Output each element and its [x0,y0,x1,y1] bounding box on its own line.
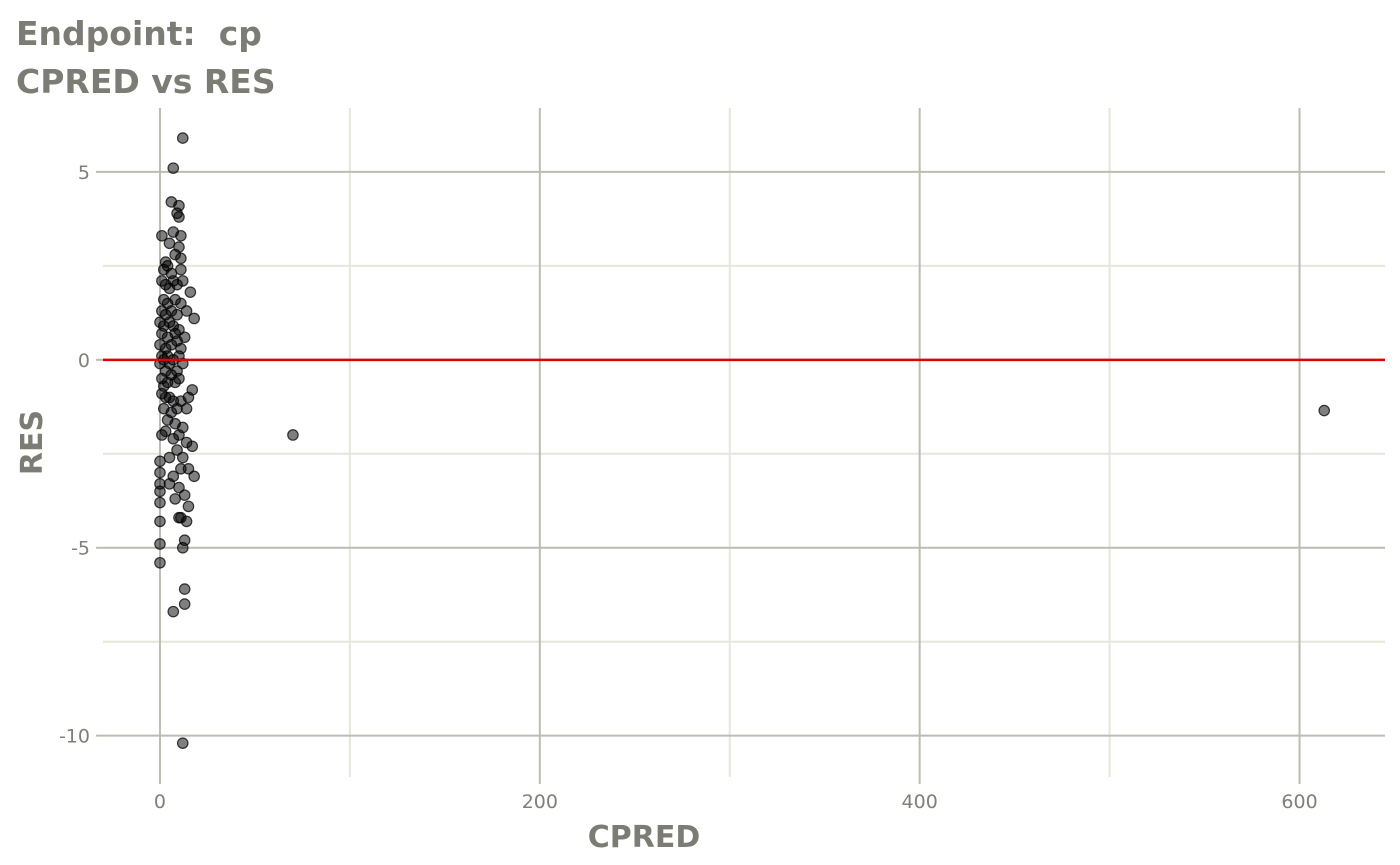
data-point [171,207,183,220]
y-tick-label: 5 [78,162,90,184]
x-axis-ticks: 0 200 400 600 [154,777,1318,813]
data-point [156,429,168,441]
data-point [154,485,166,498]
data-point [169,493,181,505]
data-point [176,737,189,749]
y-axis-ticks: -10 -5 0 5 [59,162,103,748]
data-point [154,455,166,468]
data-point [167,432,180,445]
x-tick-label: 400 [902,791,938,813]
data-point [173,372,185,385]
data-point [176,451,189,464]
x-tick-label: 0 [154,791,166,813]
data-point [180,402,193,415]
data-point [186,440,199,453]
y-axis-title: RES [15,410,50,475]
data-point [188,470,200,483]
chart-title: Endpoint: cp [16,14,262,53]
data-point [180,515,193,528]
data-point [176,541,189,554]
y-tick-label: 0 [78,350,90,372]
data-point [182,500,195,513]
data-point [175,252,187,265]
data-points [154,132,1331,749]
minor-gridlines [103,108,1385,777]
data-point [178,583,191,595]
data-point [175,263,187,276]
data-point [182,391,195,404]
data-point [156,229,168,242]
data-point [163,478,176,490]
data-point [154,515,166,528]
major-gridlines [103,108,1385,777]
y-tick-label: -5 [71,538,90,560]
data-point [167,605,180,618]
chart-subtitle: CPRED vs RES [16,62,276,101]
data-point [176,132,189,144]
x-axis-title: CPRED [588,820,701,855]
data-point [178,489,191,501]
data-point [180,305,193,317]
data-point [154,466,166,479]
data-point [154,538,166,550]
data-point [176,275,189,287]
data-point [167,226,180,238]
data-point [188,312,200,325]
y-tick-label: -10 [59,726,90,748]
data-point [163,451,176,464]
data-point [178,598,191,610]
data-point [171,402,183,415]
data-point [1318,404,1331,417]
data-point [171,444,183,456]
data-point [287,429,299,441]
x-tick-label: 600 [1281,791,1317,813]
x-tick-label: 200 [522,791,558,813]
data-point [175,297,187,310]
data-point [163,282,176,295]
data-point [173,481,185,494]
data-point [167,162,180,174]
data-point [154,496,166,509]
data-point [154,556,166,569]
data-point [184,286,197,298]
data-point [163,237,176,250]
data-point [182,463,195,475]
title-block: Endpoint: cp CPRED vs RES [16,10,276,106]
